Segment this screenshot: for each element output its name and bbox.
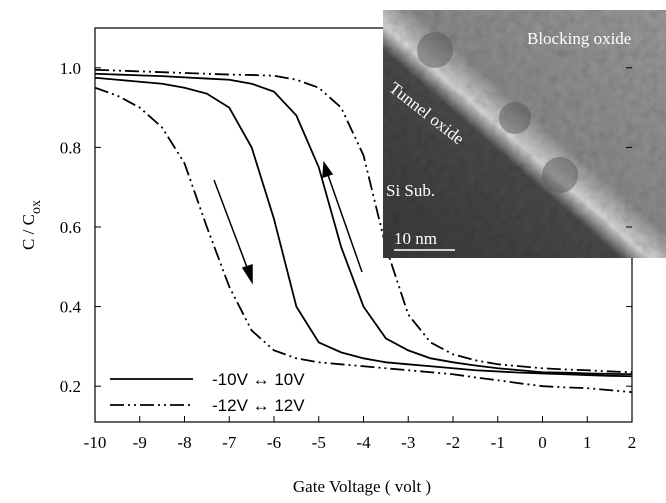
y-axis-title: C / Cox xyxy=(19,200,44,250)
x-tick-label: -6 xyxy=(267,433,281,452)
x-tick-label: -10 xyxy=(84,433,107,452)
inset-label: Blocking oxide xyxy=(527,29,631,48)
y-tick-label: 0.6 xyxy=(60,218,81,237)
y-axis-title-sub: ox xyxy=(29,200,44,214)
y-tick-label: 0.4 xyxy=(60,298,82,317)
x-tick-label: 1 xyxy=(583,433,592,452)
x-tick-label: -1 xyxy=(491,433,505,452)
inset-label: Si Sub. xyxy=(386,181,435,200)
x-tick-label: 0 xyxy=(538,433,547,452)
x-tick-label: -2 xyxy=(446,433,460,452)
tem-inset: Blocking oxide Tunnel oxide Si Sub. 10 n… xyxy=(383,10,666,258)
chart: Blocking oxide Tunnel oxide Si Sub. 10 n… xyxy=(0,0,666,503)
x-tick-label: -3 xyxy=(401,433,415,452)
x-tick-label: -7 xyxy=(222,433,237,452)
x-tick-label: -4 xyxy=(356,433,371,452)
y-tick-label: 0.2 xyxy=(60,377,81,396)
y-tick-label: 0.8 xyxy=(60,138,81,157)
x-axis-title: Gate Voltage ( volt ) xyxy=(293,477,431,496)
x-tick-label: -5 xyxy=(312,433,326,452)
direction-arrows xyxy=(214,163,362,282)
y-axis-title-main: C / C xyxy=(19,214,38,250)
legend-label: -10V ↔ 10V xyxy=(212,370,305,389)
legend-label: -12V ↔ 12V xyxy=(212,396,305,415)
x-tick-label: 2 xyxy=(628,433,637,452)
y-tick-label: 1.0 xyxy=(60,59,81,78)
inset-label: 10 nm xyxy=(394,229,437,248)
x-tick-label: -9 xyxy=(133,433,147,452)
x-tick-label: -8 xyxy=(177,433,191,452)
